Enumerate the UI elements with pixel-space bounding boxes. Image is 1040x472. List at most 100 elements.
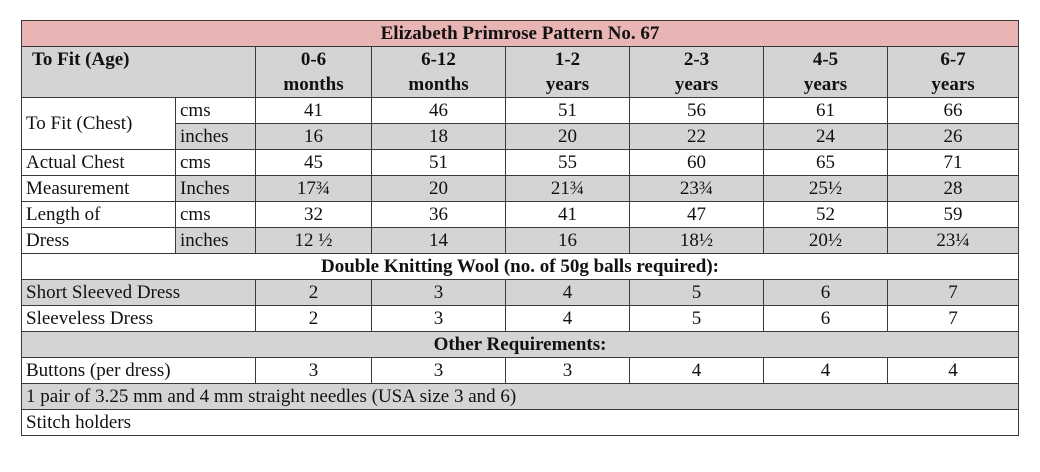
age-col-2: 1-2 years <box>505 46 630 98</box>
other-heading: Other Requirements: <box>20 331 1020 358</box>
value-cell: 6 <box>763 279 888 306</box>
value-cell: 52 <box>763 201 888 228</box>
age-range: 2-3 <box>683 49 710 70</box>
table-title: Elizabeth Primrose Pattern No. 67 <box>20 20 1020 47</box>
value-cell: 25½ <box>763 175 888 202</box>
value-cell: 6 <box>763 305 888 332</box>
value-cell: 22 <box>629 123 764 150</box>
holders-text: Stitch holders <box>20 409 1020 436</box>
value-cell: 5 <box>629 279 764 306</box>
length-cms-row: Length of cms 32 36 41 47 52 59 <box>21 201 1020 228</box>
age-range: 6-7 <box>940 49 966 70</box>
value-cell: 21¾ <box>505 175 630 202</box>
value-cell: 24 <box>763 123 888 150</box>
age-header-row: To Fit (Age) 0-6 months 6-12 months 1-2 yea… <box>21 46 1020 98</box>
actual-inches-row: Measurement Inches 17¾ 20 21¾ 23¾ 25½ 28 <box>21 175 1020 202</box>
value-cell: 36 <box>371 201 506 228</box>
value-cell: 20 <box>371 175 506 202</box>
value-cell: 4 <box>505 279 630 306</box>
value-cell: 60 <box>629 149 764 176</box>
value-cell: 32 <box>255 201 372 228</box>
needles-row: 1 pair of 3.25 mm and 4 mm straight need… <box>20 383 1020 410</box>
age-unit: months <box>408 74 469 95</box>
short-sleeved-row: Short Sleeved Dress 2 3 4 5 6 7 <box>21 279 1020 306</box>
sleeveless-row: Sleeveless Dress 2 3 4 5 6 7 <box>21 305 1020 332</box>
value-cell: 12 ½ <box>255 227 372 254</box>
age-col-1: 6-12 months <box>371 46 506 98</box>
value-cell: 66 <box>886 97 1020 124</box>
value-cell: 3 <box>371 279 506 306</box>
value-cell: 55 <box>505 149 630 176</box>
age-unit: years <box>674 74 719 95</box>
actual-chest-label-1: Actual Chest <box>21 149 176 176</box>
age-unit: years <box>545 74 590 95</box>
value-cell: 7 <box>886 305 1020 332</box>
value-cell: 14 <box>371 227 506 254</box>
unit-cell: Inches <box>175 175 256 202</box>
chest-cms-row: To Fit (Chest) cms 41 46 51 56 61 66 <box>21 97 1020 150</box>
age-range: 6-12 <box>421 49 456 70</box>
holders-row: Stitch holders <box>20 409 1020 436</box>
value-cell: 4 <box>886 357 1020 384</box>
unit-cell: inches <box>175 123 256 150</box>
wool-heading-row: Double Knitting Wool (no. of 50g balls r… <box>20 253 1020 280</box>
length-label-2: Dress <box>21 227 176 254</box>
buttons-label: Buttons (per dress) <box>21 357 256 384</box>
age-unit: months <box>283 74 344 95</box>
value-cell: 16 <box>255 123 372 150</box>
age-col-4: 4-5 years <box>763 46 888 98</box>
value-cell: 65 <box>763 149 888 176</box>
value-cell: 17¾ <box>255 175 372 202</box>
value-cell: 2 <box>255 305 372 332</box>
value-cell: 59 <box>886 201 1020 228</box>
value-cell: 4 <box>505 305 630 332</box>
other-heading-row: Other Requirements: <box>20 331 1020 358</box>
value-cell: 61 <box>763 97 888 124</box>
age-col-0: 0-6 months <box>255 46 372 98</box>
actual-chest-label-2: Measurement <box>21 175 176 202</box>
value-cell: 71 <box>886 149 1020 176</box>
value-cell: 46 <box>371 97 506 124</box>
unit-cell: cms <box>175 201 256 228</box>
length-inches-row: Dress inches 12 ½ 14 16 18½ 20½ 23¼ <box>21 227 1020 254</box>
title-row: Elizabeth Primrose Pattern No. 67 <box>20 20 1020 47</box>
unit-cell: cms <box>175 97 256 124</box>
value-cell: 4 <box>763 357 888 384</box>
chest-label: To Fit (Chest) <box>21 97 176 150</box>
age-range: 4-5 <box>812 49 839 70</box>
value-cell: 26 <box>886 123 1020 150</box>
value-cell: 47 <box>629 201 764 228</box>
value-cell: 18½ <box>629 227 764 254</box>
value-cell: 5 <box>629 305 764 332</box>
value-cell: 23¼ <box>886 227 1020 254</box>
value-cell: 2 <box>255 279 372 306</box>
needles-text: 1 pair of 3.25 mm and 4 mm straight need… <box>20 383 1020 410</box>
unit-cell: cms <box>175 149 256 176</box>
length-label-1: Length of <box>21 201 176 228</box>
age-range: 0-6 <box>300 49 327 70</box>
age-col-5: 6-7 years <box>886 46 1020 98</box>
age-unit: years <box>803 74 848 95</box>
value-cell: 18 <box>371 123 506 150</box>
value-cell: 51 <box>505 97 630 124</box>
buttons-row: Buttons (per dress) 3 3 3 4 4 4 <box>21 357 1020 384</box>
value-cell: 51 <box>371 149 506 176</box>
value-cell: 3 <box>255 357 372 384</box>
value-cell: 28 <box>886 175 1020 202</box>
short-sleeved-label: Short Sleeved Dress <box>21 279 256 306</box>
to-fit-age-label: To Fit (Age) <box>21 46 256 98</box>
age-range: 1-2 <box>554 49 581 70</box>
age-unit: years <box>931 74 975 95</box>
unit-cell: inches <box>175 227 256 254</box>
value-cell: 4 <box>629 357 764 384</box>
actual-cms-row: Actual Chest cms 45 51 55 60 65 71 <box>21 149 1020 176</box>
pattern-table: Elizabeth Primrose Pattern No. 67 To Fit… <box>20 20 1020 436</box>
wool-heading: Double Knitting Wool (no. of 50g balls r… <box>20 253 1020 280</box>
chest-inches-row: inches 16 18 20 22 24 26 <box>22 123 1020 150</box>
value-cell: 16 <box>505 227 630 254</box>
value-cell: 3 <box>505 357 630 384</box>
value-cell: 7 <box>886 279 1020 306</box>
value-cell: 45 <box>255 149 372 176</box>
value-cell: 41 <box>505 201 630 228</box>
value-cell: 23¾ <box>629 175 764 202</box>
